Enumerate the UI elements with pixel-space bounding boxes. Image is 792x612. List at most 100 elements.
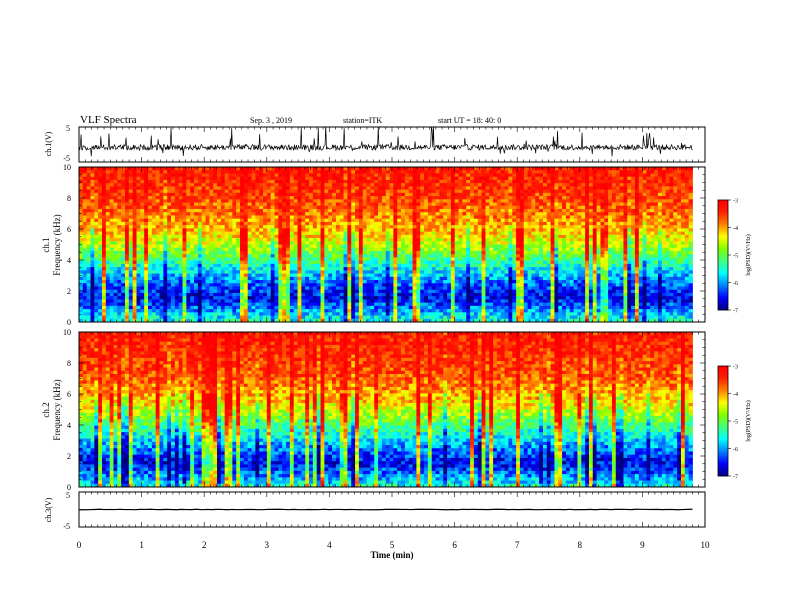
spectrogram-cell: [251, 273, 256, 278]
spectrogram-cell: [435, 167, 440, 171]
spectrogram-cell: [251, 250, 256, 255]
spectrogram-cell: [174, 254, 180, 258]
spectrogram-cell: [424, 299, 429, 304]
spectrogram-cell: [435, 170, 440, 174]
spectrogram-cell: [224, 296, 229, 300]
spectrogram-cell: [255, 260, 260, 265]
spectrogram-cell: [424, 221, 429, 226]
spectrogram-cell: [263, 231, 268, 236]
spectrogram-cell: [427, 228, 433, 232]
spectrogram-cell: [236, 260, 241, 265]
spectrogram-cell: [458, 218, 463, 223]
spectrogram-cell: [209, 186, 214, 191]
spectrogram-cell: [79, 276, 84, 281]
spectrogram-cell: [416, 286, 421, 291]
spectrogram-cell: [305, 260, 310, 265]
spectrogram-cell: [420, 283, 425, 287]
spectrogram-cell: [190, 309, 195, 313]
spectrogram-cell: [378, 192, 383, 197]
spectrogram-cell: [320, 257, 325, 262]
spectrogram-cell: [305, 241, 310, 245]
spectrogram-cell: [167, 315, 172, 320]
spectrogram-cell: [412, 167, 417, 171]
spectrogram-cell: [366, 179, 371, 184]
spectrogram-cell: [320, 170, 325, 174]
spectrogram-cell: [293, 257, 298, 262]
spectrogram-cell: [443, 189, 448, 194]
spectrogram-cell: [155, 263, 160, 268]
spectrogram-cell: [324, 179, 329, 184]
spectrogram-cell: [404, 215, 410, 220]
spectrogram-cell: [82, 215, 88, 220]
spectrogram-cell: [201, 241, 206, 245]
spectrogram-cell: [347, 312, 352, 316]
waveform-line: [79, 127, 693, 157]
spectrogram-cell: [289, 192, 295, 197]
spectrogram-cell: [397, 247, 402, 252]
spectrogram-cell: [328, 247, 333, 252]
spectrogram-cell: [209, 179, 214, 184]
spectrogram-cell: [243, 170, 249, 174]
spectrogram-cell: [125, 305, 130, 310]
spectrogram-cell: [366, 289, 371, 294]
spectrogram-cell: [385, 305, 390, 310]
spectrogram-cell: [443, 234, 448, 239]
spectrogram-cell: [220, 299, 226, 304]
spectrogram-cell: [447, 280, 452, 284]
spectrogram-cell: [309, 228, 314, 232]
spectrogram-cell: [309, 244, 314, 249]
spectrogram-cell: [82, 296, 88, 300]
spectrogram-cell: [105, 186, 111, 191]
spectrogram-cell: [366, 202, 371, 207]
spectrogram-cell: [355, 315, 360, 320]
spectrogram-cell: [335, 244, 341, 249]
spectrogram-cell: [378, 292, 383, 297]
spectrogram-cell: [332, 286, 337, 291]
spectrogram-cell: [128, 179, 134, 184]
spectrogram-cell: [251, 221, 256, 226]
spectrogram-cell: [358, 167, 364, 171]
spectrogram-cell: [270, 280, 275, 284]
spectrogram-cell: [389, 292, 394, 297]
spectrogram-cell: [105, 241, 111, 245]
spectrogram-cell: [151, 225, 157, 229]
spectrogram-cell: [328, 234, 333, 239]
spectrogram-cell: [320, 254, 325, 258]
spectrogram-cell: [213, 289, 218, 294]
spectrogram-cell: [412, 276, 417, 281]
spectrogram-cell: [420, 318, 425, 323]
spectrogram-cell: [247, 199, 252, 203]
spectrogram-cell: [351, 250, 356, 255]
spectrogram-cell: [259, 299, 264, 304]
spectrogram-cell: [454, 212, 459, 216]
spectrogram-cell: [289, 202, 295, 207]
spectrogram-cell: [197, 305, 203, 310]
spectrogram-cell: [121, 283, 126, 287]
spectrogram-cell: [82, 189, 88, 194]
spectrogram-cell: [151, 260, 157, 265]
spectrogram-cell: [121, 176, 126, 181]
spectrogram-cell: [274, 189, 279, 194]
spectrogram-cell: [424, 296, 429, 300]
spectrogram-cell: [190, 241, 195, 245]
spectrogram-cell: [424, 202, 429, 207]
spectrogram-cell: [132, 228, 137, 232]
spectrogram-cell: [136, 196, 141, 200]
spectrogram-cell: [255, 283, 260, 287]
spectrogram-cell: [171, 257, 176, 262]
spectrogram-cell: [301, 305, 306, 310]
spectrogram-cell: [98, 241, 103, 245]
spectrogram-cell: [404, 167, 410, 171]
spectrogram-cell: [255, 254, 260, 258]
spectrogram-cell: [174, 238, 180, 242]
spectrogram-cell: [148, 241, 153, 245]
spectrogram-cell: [217, 296, 222, 300]
spectrogram-cell: [362, 286, 367, 291]
spectrogram-cell: [293, 196, 298, 200]
spectrogram-cell: [412, 234, 417, 239]
spectrogram-cell: [171, 292, 176, 297]
spectrogram-cell: [374, 270, 379, 274]
spectrogram-cell: [347, 199, 352, 203]
spectrogram-cell: [447, 296, 452, 300]
spectrogram-cell: [270, 202, 275, 207]
